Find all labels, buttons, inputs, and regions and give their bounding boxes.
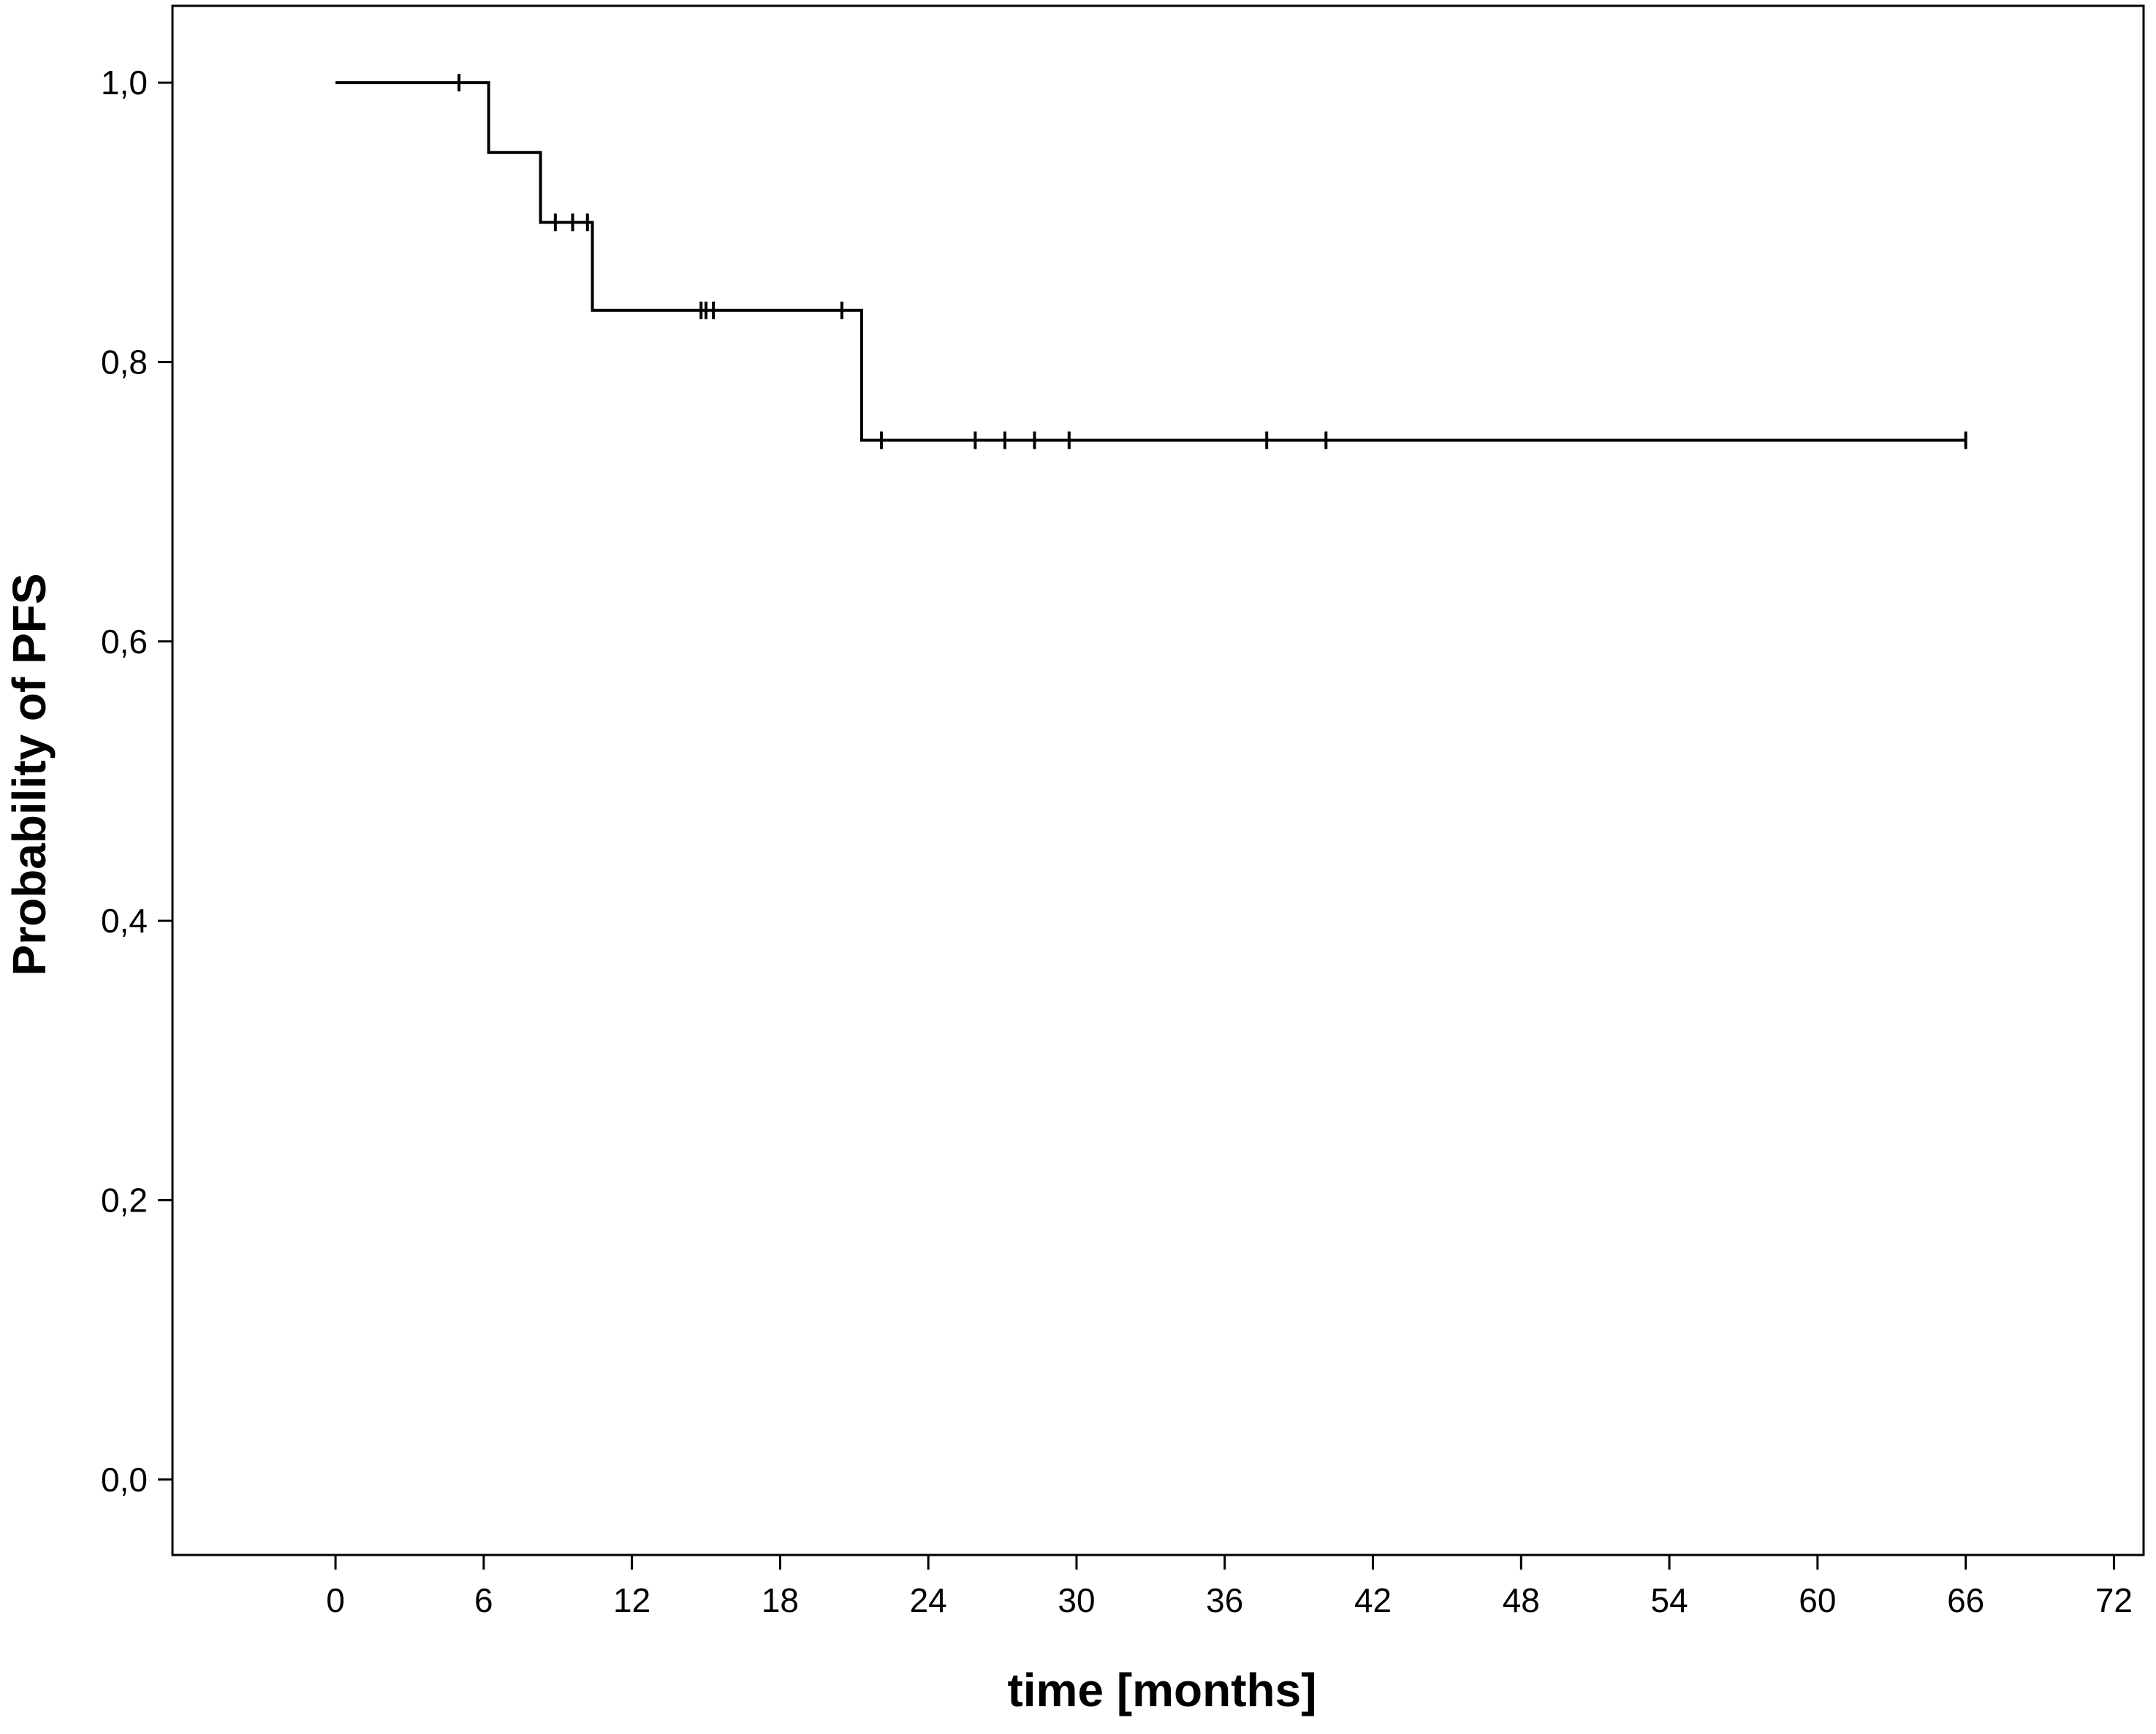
x-tick-label: 0 [326, 1581, 345, 1619]
x-tick-label: 48 [1503, 1581, 1540, 1619]
x-tick-label: 36 [1206, 1581, 1243, 1619]
y-tick-label: 0,8 [101, 343, 148, 381]
x-tick-label: 72 [2095, 1581, 2133, 1619]
x-tick-label: 30 [1058, 1581, 1095, 1619]
y-tick-label: 1,0 [101, 64, 148, 102]
y-tick-label: 0,6 [101, 623, 148, 661]
y-tick-label: 0,2 [101, 1181, 148, 1219]
y-tick-label: 0,0 [101, 1461, 148, 1499]
x-tick-label: 18 [762, 1581, 799, 1619]
series-line [335, 81, 1966, 442]
y-axis: 0,0 0,2 0,4 0,6 0,8 1,0 [101, 64, 172, 1499]
x-tick-label: 12 [613, 1581, 650, 1619]
x-axis-title: time [months] [1007, 1664, 1316, 1716]
x-axis: 0 6 12 18 24 30 36 42 48 54 60 66 72 [326, 1555, 2133, 1619]
x-tick-label: 6 [474, 1581, 493, 1619]
x-tick-label: 54 [1651, 1581, 1688, 1619]
x-tick-label: 66 [1947, 1581, 1984, 1619]
y-axis-title: Probability of PFS [3, 573, 56, 976]
x-tick-label: 24 [910, 1581, 947, 1619]
x-tick-label: 60 [1799, 1581, 1836, 1619]
x-tick-label: 42 [1354, 1581, 1392, 1619]
y-tick-label: 0,4 [101, 902, 148, 940]
plot-frame [171, 4, 2145, 1556]
censor-marks [458, 74, 1967, 449]
